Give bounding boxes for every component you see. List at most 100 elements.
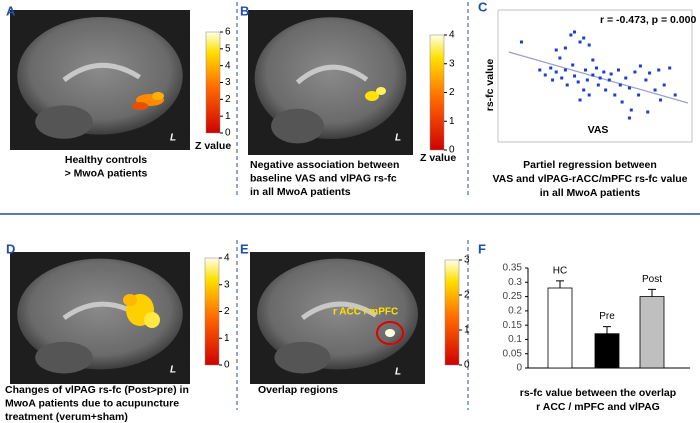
point <box>673 93 677 97</box>
point <box>582 36 586 40</box>
region-label: r ACC / mPFC <box>333 307 398 318</box>
point <box>620 100 624 104</box>
colorbar-tick-label: 2 <box>464 290 470 301</box>
point <box>582 88 586 92</box>
point <box>563 68 567 72</box>
colorbar-tick-label: 2 <box>225 94 231 105</box>
point <box>627 86 631 90</box>
colorbar-tick-label: 0 <box>464 360 470 371</box>
point <box>573 30 577 34</box>
point <box>538 68 542 72</box>
colorbar-tick-label: 0 <box>449 145 455 156</box>
y-tick-label: 0.15 <box>503 320 523 331</box>
point <box>578 98 582 102</box>
error-bar <box>603 326 611 334</box>
corpus-callosum <box>300 301 378 321</box>
colorbar-title: Z value <box>195 140 231 152</box>
colorbar-tick-label: 2 <box>224 306 230 317</box>
colorbar-title: Z value <box>420 152 456 164</box>
colorbar <box>204 257 220 366</box>
error-bar <box>648 288 656 297</box>
y-tick-label: 0.2 <box>508 305 522 316</box>
y-tick-label: 0.3 <box>508 277 522 288</box>
colorbar-tick-label: 3 <box>224 279 230 290</box>
plot-frame <box>497 9 693 143</box>
panel-label: D <box>6 241 15 256</box>
caption: r ACC / mPFC and vlPAG <box>536 401 660 413</box>
activation <box>144 312 160 328</box>
point <box>543 73 547 77</box>
y-tick-label: 0.25 <box>503 291 523 302</box>
corpus-callosum <box>62 62 141 82</box>
point <box>584 68 588 72</box>
point <box>598 76 602 80</box>
point <box>629 108 633 112</box>
colorbar <box>205 31 221 134</box>
caption: Partiel regression between <box>523 159 657 171</box>
activation <box>132 102 148 110</box>
brain <box>257 258 418 370</box>
point <box>591 73 595 77</box>
point <box>624 76 628 80</box>
panel-label: C <box>478 0 488 14</box>
cerebellum <box>35 105 93 139</box>
x-axis-label: VAS <box>588 124 609 136</box>
point <box>644 78 648 82</box>
bar-label: Pre <box>599 311 615 322</box>
point <box>554 70 558 74</box>
panel-label: B <box>240 3 249 18</box>
point <box>607 78 611 82</box>
side-label: L <box>395 367 401 378</box>
activation <box>385 329 395 337</box>
point <box>627 116 631 120</box>
caption: MwoA patients due to acupuncture <box>5 397 179 409</box>
point <box>596 83 600 87</box>
point <box>657 68 661 72</box>
cerebellum <box>271 108 324 144</box>
colorbar-tick-label: 3 <box>225 77 231 88</box>
point <box>551 78 555 82</box>
point <box>554 48 558 52</box>
point <box>662 83 666 87</box>
point <box>659 98 663 102</box>
caption: treatment (verum+sham) <box>5 411 128 423</box>
panel-label: F <box>478 241 486 256</box>
y-axis-label: rs-fc value <box>484 59 496 112</box>
colorbar-tick-label: 5 <box>225 43 231 54</box>
caption: VAS and vlPAG-rACC/mPFC rs-fc value <box>492 173 687 185</box>
activation <box>376 87 386 95</box>
y-tick-label: 0.05 <box>503 348 523 359</box>
point <box>648 71 652 75</box>
region-circle <box>376 321 404 345</box>
caption: in all MwoA patients <box>540 187 641 199</box>
point <box>560 76 564 80</box>
activation <box>123 294 137 306</box>
colorbar-tick-label: 2 <box>449 87 455 98</box>
colorbar-tick-label: 6 <box>225 27 231 38</box>
point <box>563 46 567 50</box>
point <box>638 64 642 68</box>
annotation: r = -0.473, p = 0.000 <box>600 14 696 26</box>
point <box>578 40 582 44</box>
trend-line <box>508 51 689 104</box>
colorbar-tick-label: 0 <box>225 128 231 139</box>
point <box>591 58 595 62</box>
point <box>558 56 562 60</box>
point <box>668 66 672 70</box>
point <box>573 74 577 78</box>
colorbar-tick-label: 0 <box>224 360 230 371</box>
point <box>602 70 606 74</box>
activation <box>365 91 379 101</box>
cerebellum <box>274 341 331 374</box>
y-tick-label: 0.1 <box>508 334 522 345</box>
bar <box>547 287 573 369</box>
point <box>633 70 637 74</box>
caption: baseline VAS and vlPAG rs-fc <box>250 172 397 184</box>
colorbar-tick-label: 1 <box>464 325 470 336</box>
point <box>653 88 657 92</box>
point <box>569 33 573 37</box>
activation <box>152 92 164 100</box>
bar <box>639 296 665 369</box>
